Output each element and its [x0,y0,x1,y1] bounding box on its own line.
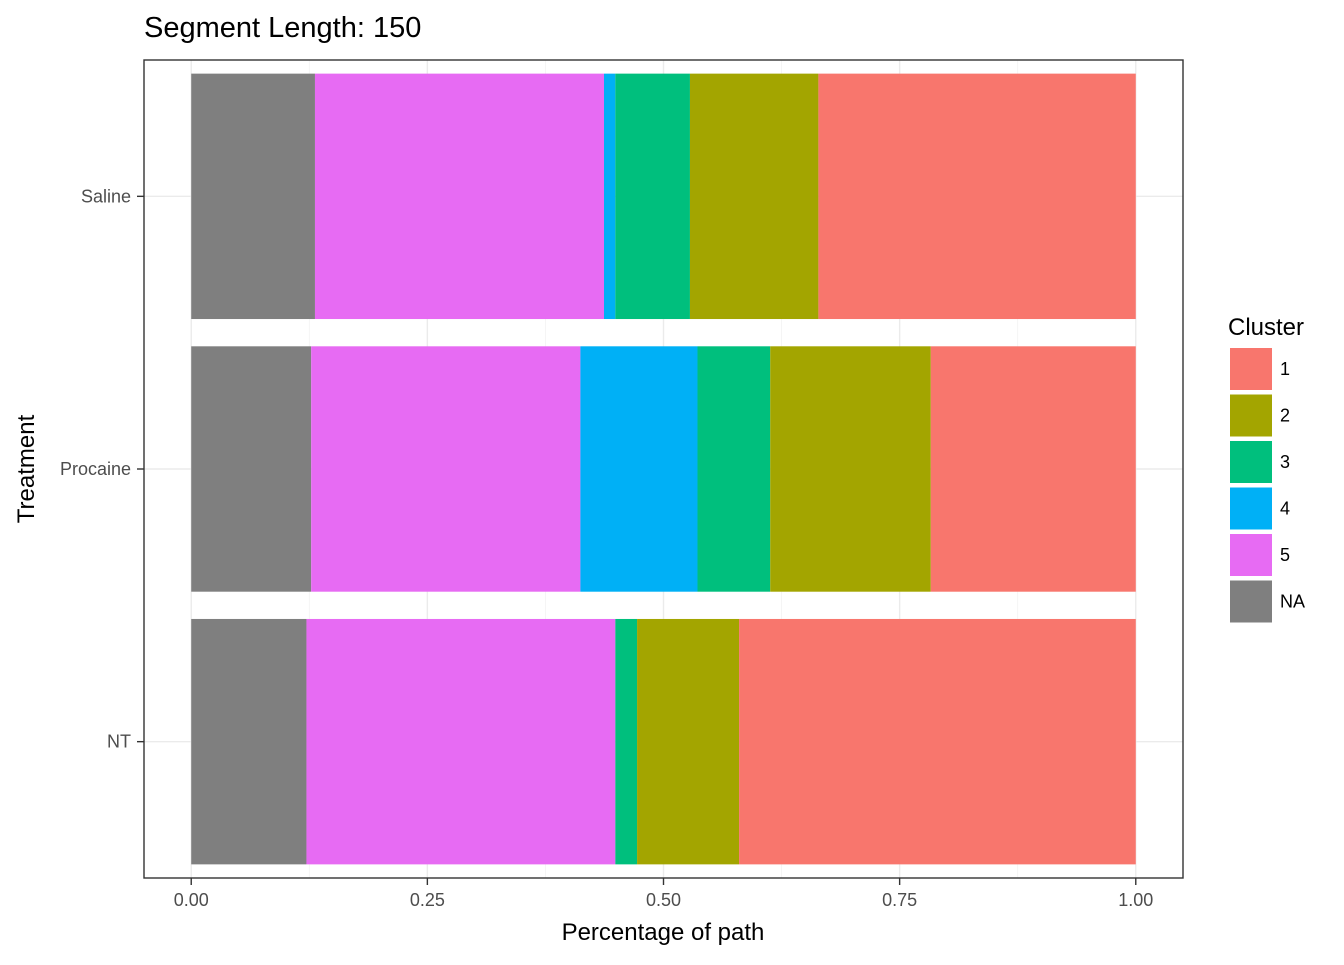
bar-segment-saline-cluster-3 [615,73,690,320]
bar-segment-procaine-cluster-5 [311,346,581,592]
bar-segment-procaine-cluster-4 [580,346,698,592]
bar-segment-saline-cluster-1 [818,73,1136,320]
legend-key-5 [1230,534,1272,576]
legend-key-1 [1230,348,1272,390]
y-tick-label-procaine: Procaine [60,459,131,479]
legend-label-2: 2 [1280,406,1290,426]
chart-title: Segment Length: 150 [144,12,421,44]
bar-segment-procaine-cluster-na [191,346,312,592]
bar-segment-nt-cluster-na [191,618,307,865]
x-axis: 0.00 0.25 0.50 0.75 1.00 [174,878,1153,910]
x-tick-label: 0.50 [646,890,681,910]
bar-segment-nt-cluster-2 [637,618,740,865]
legend-label-5: 5 [1280,545,1290,565]
x-tick-label: 1.00 [1118,890,1153,910]
legend-key-3 [1230,441,1272,483]
y-tick-label-nt: NT [107,732,131,752]
legend-key-4 [1230,487,1272,530]
y-tick-label-saline: Saline [81,186,131,206]
legend-key-na [1230,580,1272,623]
bar-segment-nt-cluster-1 [739,618,1136,865]
legend-label-1: 1 [1280,359,1290,379]
x-tick-label: 0.75 [882,890,917,910]
legend-key-2 [1230,394,1272,437]
bars [191,73,1136,865]
x-axis-title: Percentage of path [562,919,765,946]
x-tick-label: 0.25 [410,890,445,910]
bar-segment-procaine-cluster-3 [697,346,771,592]
legend-title: Cluster [1228,314,1304,341]
bar-segment-saline-cluster-na [191,73,315,320]
legend-label-na: NA [1280,592,1305,612]
y-axis-title: Treatment [13,414,40,523]
bar-segment-procaine-cluster-1 [930,346,1136,592]
y-axis: NT Procaine Saline [60,186,144,752]
bar-segment-saline-cluster-2 [689,73,819,320]
legend: Cluster 1 2 3 4 5 NA [1228,314,1305,623]
bar-segment-nt-cluster-3 [615,618,638,865]
bar-segment-saline-cluster-4 [603,73,616,320]
bar-segment-nt-cluster-5 [306,618,616,865]
legend-label-3: 3 [1280,452,1290,472]
bar-segment-saline-cluster-5 [314,73,604,320]
bar-segment-procaine-cluster-2 [770,346,931,592]
x-tick-label: 0.00 [174,890,209,910]
legend-label-4: 4 [1280,499,1290,519]
